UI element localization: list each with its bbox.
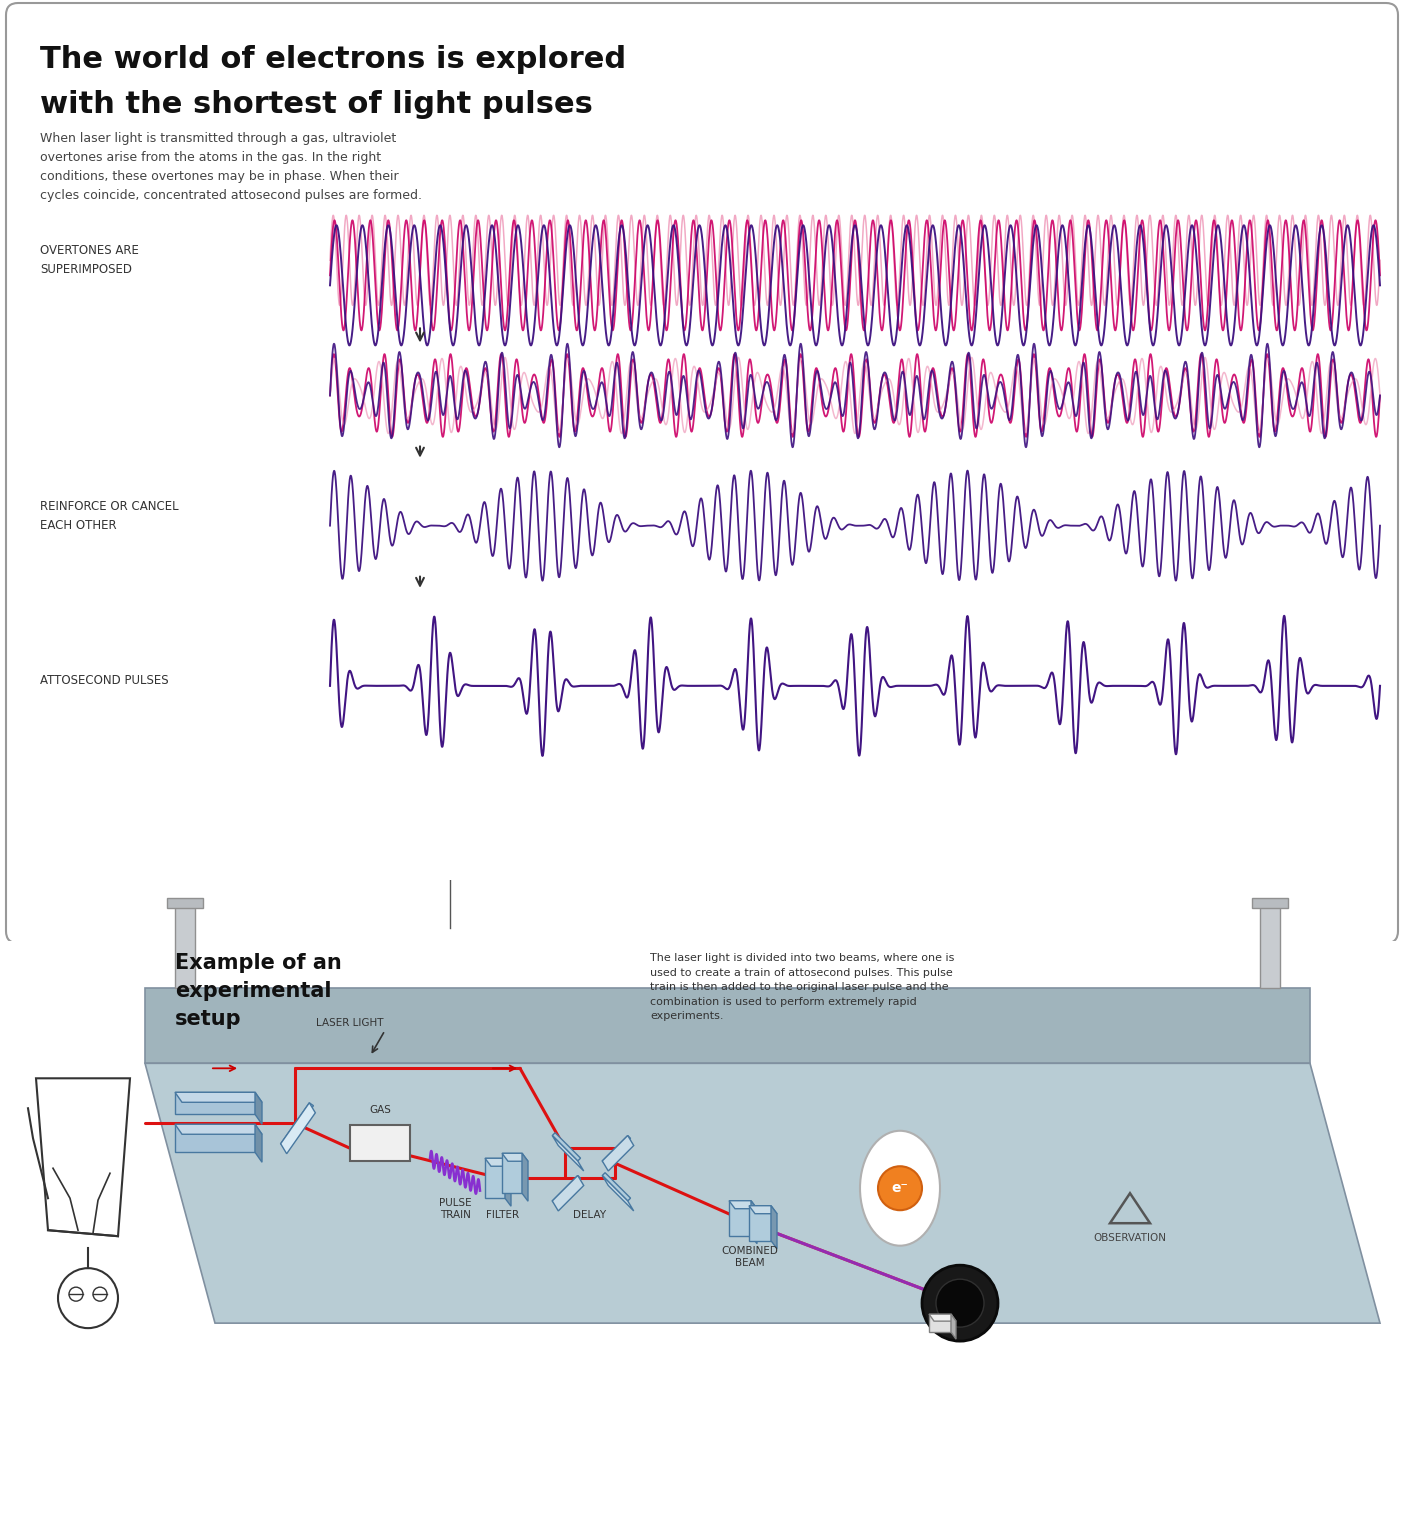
Polygon shape xyxy=(484,1158,511,1166)
Polygon shape xyxy=(145,988,1309,1063)
Text: OBSERVATION: OBSERVATION xyxy=(1094,1233,1166,1243)
Text: PULSE
TRAIN: PULSE TRAIN xyxy=(439,1198,472,1220)
Text: LASER LIGHT: LASER LIGHT xyxy=(317,1019,384,1028)
Polygon shape xyxy=(280,1102,314,1146)
Polygon shape xyxy=(749,1205,777,1214)
Polygon shape xyxy=(729,1201,750,1236)
Text: with the shortest of light pulses: with the shortest of light pulses xyxy=(39,90,593,118)
Polygon shape xyxy=(522,1154,528,1201)
Text: The laser light is divided into two beams, where one is
used to create a train o: The laser light is divided into two beam… xyxy=(650,953,955,1022)
Text: When laser light is transmitted through a gas, ultraviolet
overtones arise from : When laser light is transmitted through … xyxy=(39,132,422,202)
Polygon shape xyxy=(505,1158,511,1207)
Polygon shape xyxy=(503,1154,528,1161)
Text: GAS: GAS xyxy=(369,1105,391,1116)
Polygon shape xyxy=(552,1135,584,1170)
Polygon shape xyxy=(749,1205,772,1240)
Text: FILTER: FILTER xyxy=(486,1210,520,1220)
Polygon shape xyxy=(603,1135,631,1164)
Polygon shape xyxy=(603,1173,631,1201)
Polygon shape xyxy=(929,1315,956,1321)
Polygon shape xyxy=(484,1158,505,1198)
Text: Example of an
experimental
setup: Example of an experimental setup xyxy=(175,953,342,1029)
Bar xyxy=(175,903,194,988)
Bar xyxy=(1260,903,1280,988)
Polygon shape xyxy=(175,1125,262,1134)
Text: ATTOSECOND PULSES: ATTOSECOND PULSES xyxy=(39,674,169,688)
Polygon shape xyxy=(552,1132,580,1161)
Polygon shape xyxy=(603,1175,634,1211)
Polygon shape xyxy=(552,1175,584,1211)
Circle shape xyxy=(922,1264,998,1340)
Ellipse shape xyxy=(860,1131,941,1246)
Polygon shape xyxy=(603,1135,634,1170)
Text: The world of electrons is explored: The world of electrons is explored xyxy=(39,46,627,74)
Bar xyxy=(1252,899,1288,908)
Polygon shape xyxy=(750,1201,758,1243)
Polygon shape xyxy=(255,1125,262,1163)
Polygon shape xyxy=(729,1201,758,1208)
Polygon shape xyxy=(145,1063,1380,1324)
Polygon shape xyxy=(950,1315,956,1339)
Polygon shape xyxy=(255,1093,262,1125)
Polygon shape xyxy=(552,1175,580,1204)
Bar xyxy=(351,1125,410,1161)
Bar xyxy=(168,899,203,908)
Polygon shape xyxy=(175,1093,262,1102)
Text: REINFORCE OR CANCEL
EACH OTHER: REINFORCE OR CANCEL EACH OTHER xyxy=(39,499,179,531)
Circle shape xyxy=(936,1280,984,1327)
Polygon shape xyxy=(503,1154,522,1193)
Polygon shape xyxy=(772,1205,777,1249)
Text: COMBINED
BEAM: COMBINED BEAM xyxy=(721,1246,779,1268)
FancyBboxPatch shape xyxy=(6,3,1398,943)
Text: DELAY: DELAY xyxy=(573,1210,607,1220)
Circle shape xyxy=(879,1166,922,1210)
Polygon shape xyxy=(175,1125,255,1152)
Polygon shape xyxy=(175,1093,255,1114)
Polygon shape xyxy=(929,1315,950,1333)
Text: e⁻: e⁻ xyxy=(891,1181,908,1195)
Text: OVERTONES ARE
SUPERIMPOSED: OVERTONES ARE SUPERIMPOSED xyxy=(39,244,139,276)
Polygon shape xyxy=(280,1102,315,1154)
